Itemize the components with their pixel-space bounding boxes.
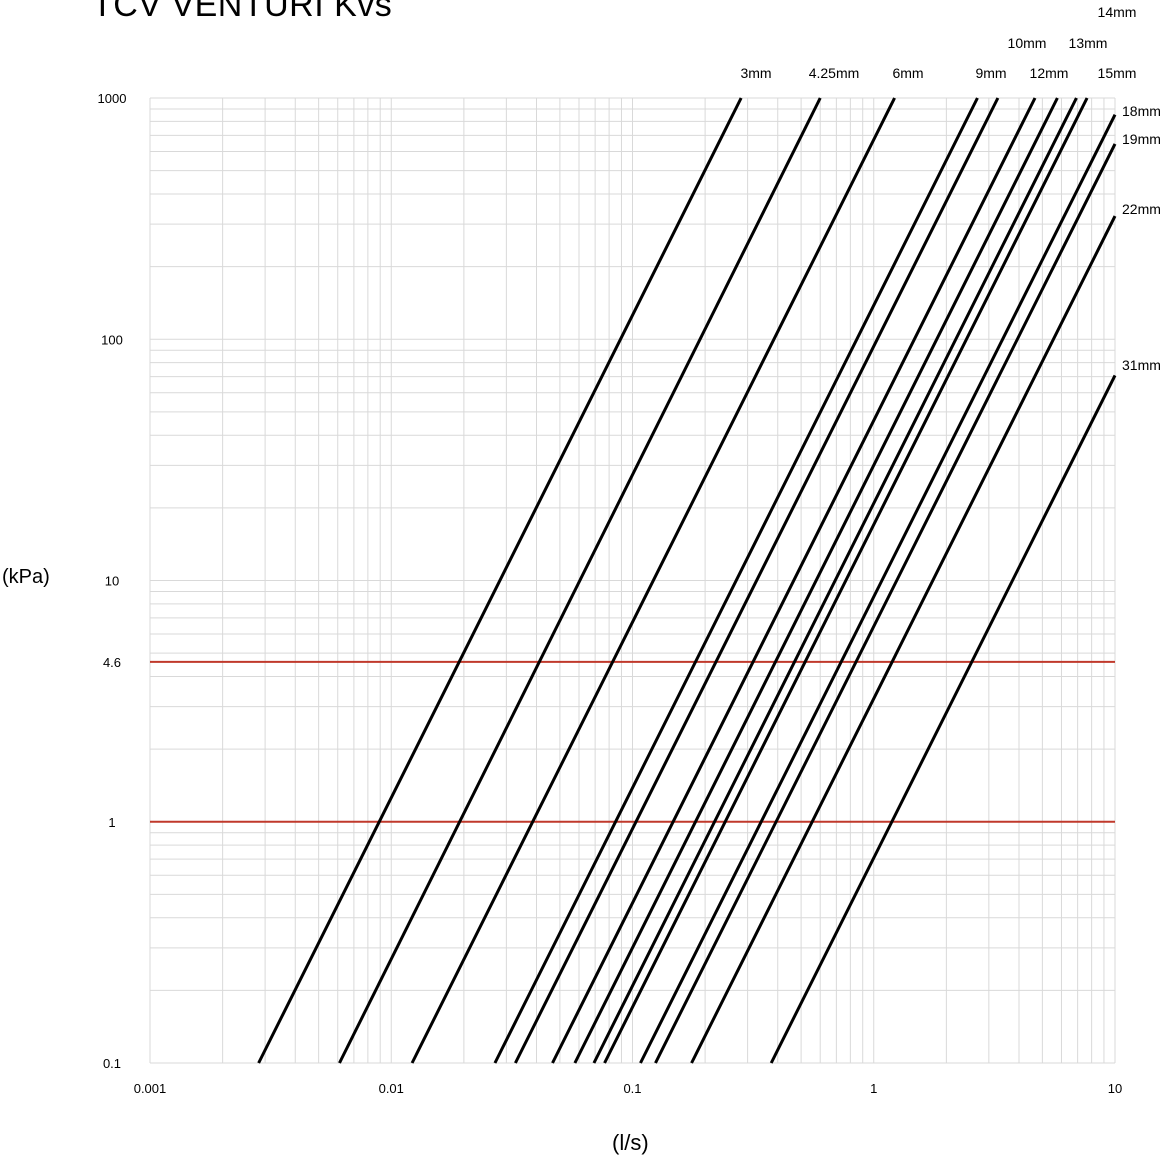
series-label-4.25mm: 4.25mm xyxy=(809,65,860,81)
series-label-10mm: 10mm xyxy=(1008,35,1047,51)
series-label-13mm: 13mm xyxy=(1069,35,1108,51)
series-line-13mm xyxy=(573,97,1059,1064)
y-tick-label: 0.1 xyxy=(103,1056,121,1071)
series-line-3mm xyxy=(257,97,743,1064)
series-label-15mm: 15mm xyxy=(1098,65,1137,81)
series-line-10mm xyxy=(514,97,1000,1064)
x-tick-label: 1 xyxy=(870,1081,877,1096)
series-label-14mm: 14mm xyxy=(1098,4,1137,20)
series-line-15mm xyxy=(603,97,1089,1064)
series-label-31mm: 31mm xyxy=(1122,357,1161,373)
series-label-22mm: 22mm xyxy=(1122,201,1161,217)
y-tick-label: 4.6 xyxy=(103,655,121,670)
series-line-9mm xyxy=(493,97,979,1064)
series-label-18mm: 18mm xyxy=(1122,103,1161,119)
series-label-3mm: 3mm xyxy=(740,65,771,81)
series-line-12mm xyxy=(551,97,1037,1064)
series-line-31mm xyxy=(769,374,1117,1064)
series-label-12mm: 12mm xyxy=(1030,65,1069,81)
y-tick-label: 100 xyxy=(101,332,123,347)
x-axis-label: (l/s) xyxy=(612,1130,649,1155)
x-tick-label: 0.1 xyxy=(623,1081,641,1096)
x-tick-label: 0.001 xyxy=(134,1081,167,1096)
y-tick-labels: 0.1 1 4.6 10 100 1000 xyxy=(98,91,127,1071)
x-tick-label: 10 xyxy=(1108,1081,1122,1096)
x-tick-labels: 0.001 0.01 0.1 1 10 xyxy=(134,1081,1123,1096)
series-line-18mm xyxy=(639,113,1117,1064)
series-lines xyxy=(257,97,1117,1064)
y-axis-label: (kPa) xyxy=(2,566,50,588)
series-label-19mm: 19mm xyxy=(1122,131,1161,147)
y-tick-label: 1000 xyxy=(98,91,127,106)
x-tick-label: 0.01 xyxy=(379,1081,404,1096)
series-line-22mm xyxy=(690,215,1117,1064)
series-label-6mm: 6mm xyxy=(892,65,923,81)
reference-lines xyxy=(150,660,1115,823)
series-line-4.25mm xyxy=(338,97,822,1064)
series-line-14mm xyxy=(592,97,1078,1064)
series-label-9mm: 9mm xyxy=(975,65,1006,81)
y-tick-label: 10 xyxy=(105,574,119,589)
series-line-19mm xyxy=(654,143,1117,1064)
y-tick-label: 1 xyxy=(108,815,115,830)
chart-title: TCV VENTURI Kvs xyxy=(92,0,393,24)
series-line-6mm xyxy=(410,97,896,1064)
grid xyxy=(149,97,1116,1064)
